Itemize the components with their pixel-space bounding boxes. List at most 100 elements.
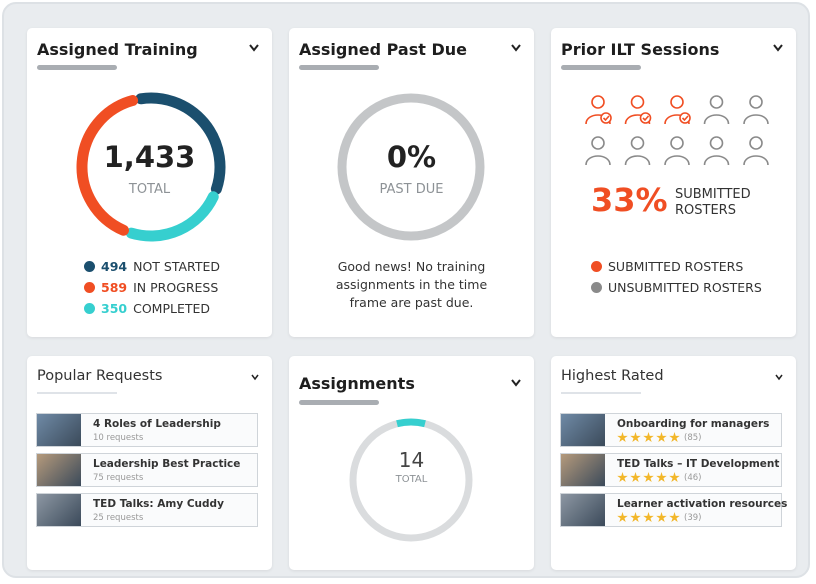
legend-label: SUBMITTED ROSTERS [608, 259, 744, 274]
item-meta: 75 requests [93, 473, 144, 483]
chevron[interactable] [510, 378, 522, 388]
star [656, 432, 667, 443]
submitted-label: SUBMITTED ROSTERS [675, 187, 751, 218]
donut-chart [76, 92, 226, 242]
title-underline [299, 400, 379, 405]
legend-dot [591, 261, 602, 272]
item-title: Onboarding for managers [617, 418, 770, 430]
star [656, 472, 667, 483]
assignments-total: 14 [398, 448, 425, 472]
check-badge [600, 112, 612, 124]
list-item[interactable]: Learner activation resources (39) [560, 493, 787, 527]
legend-label: COMPLETED [133, 301, 211, 316]
legend-value: 494 [101, 259, 128, 274]
legend-value: 350 [101, 301, 128, 316]
legend-label: IN PROGRESS [133, 280, 219, 295]
star [630, 432, 641, 443]
card-title: Assigned Training [37, 40, 198, 59]
star [617, 432, 628, 443]
person-body [743, 114, 769, 125]
donut-segment [135, 92, 226, 195]
chevron[interactable] [248, 43, 260, 53]
person-icon [624, 136, 651, 166]
item-title: Leadership Best Practice [93, 458, 241, 470]
card-title: Popular Requests [37, 368, 163, 384]
card-title: Prior ILT Sessions [561, 40, 720, 59]
legend-label: UNSUBMITTED ROSTERS [608, 280, 762, 295]
check-mark [602, 115, 610, 122]
thumbnail [561, 454, 605, 486]
person-head [749, 95, 763, 109]
star [669, 512, 680, 523]
star [669, 472, 680, 483]
person-icon [585, 95, 612, 125]
check-mark [681, 115, 689, 122]
star [656, 512, 667, 523]
chevron[interactable] [510, 43, 522, 53]
popular-requests-card: Popular Requests 4 Roles of Leadership 10… [27, 356, 272, 570]
person-head [749, 136, 763, 150]
chevron[interactable] [774, 373, 784, 381]
item-meta: 10 requests [93, 433, 144, 443]
total-value: 1,433 [103, 140, 196, 174]
person-icon [585, 136, 611, 166]
item-sub: (85) [617, 432, 701, 443]
person-head [709, 136, 724, 150]
card-title: Assigned Past Due [299, 40, 467, 59]
donut-segment [76, 95, 139, 236]
assignments-card: Assignments 14 TOTAL [289, 356, 534, 570]
past-due-label: PAST DUE [379, 182, 444, 197]
person-head [591, 136, 605, 150]
person-icon [703, 136, 730, 166]
thumbnail [37, 494, 81, 526]
chevron[interactable] [250, 373, 260, 381]
star [669, 432, 680, 443]
item-meta: (39) [684, 512, 702, 523]
people-icons [585, 95, 769, 166]
title-underline [37, 65, 117, 70]
legend-dot [84, 303, 95, 314]
list-item[interactable]: Leadership Best Practice 75 requests [36, 453, 258, 487]
prior-ilt-card: Prior ILT Sessions 33% SUBMITTED ROSTERS… [551, 28, 796, 337]
check-mark [642, 115, 650, 122]
ring [349, 418, 473, 542]
legend-dot [84, 282, 95, 293]
legend-item: 589 IN PROGRESS [84, 280, 218, 295]
star [630, 472, 641, 483]
thumbnail [561, 494, 605, 526]
list-item[interactable]: Onboarding for managers (85) [560, 413, 782, 447]
assignments-total-label: TOTAL [395, 474, 428, 485]
thumbnail [561, 414, 605, 446]
assigned-past-due-card: Assigned Past Due 0% PAST DUE Good news!… [289, 28, 534, 337]
person-icon [624, 95, 652, 125]
card-title: Assignments [299, 374, 415, 393]
person-icon [664, 136, 690, 166]
past-due-value: 0% [386, 140, 437, 174]
person-icon [743, 136, 769, 166]
thumbnail [37, 454, 81, 486]
item-sub: 75 requests [93, 473, 143, 483]
check-badge [639, 112, 652, 124]
item-title: 4 Roles of Leadership [93, 418, 221, 430]
person-icon [703, 95, 730, 125]
item-meta: 25 requests [93, 513, 144, 523]
thumbnail [37, 414, 81, 446]
list-item[interactable]: TED Talks: Amy Cuddy 25 requests [36, 493, 258, 527]
person-body [743, 155, 769, 166]
legend-value: 589 [101, 280, 128, 295]
title-underline [299, 65, 379, 70]
person-head [591, 95, 605, 109]
donut-segment [125, 191, 219, 242]
list-item[interactable]: 4 Roles of Leadership 10 requests [36, 413, 258, 447]
person-icon [664, 95, 691, 125]
star [643, 432, 654, 443]
person-head [670, 95, 684, 109]
list-item[interactable]: TED Talks – IT Development (46) [560, 453, 782, 487]
chevron[interactable] [772, 43, 784, 53]
assigned-training-card: Assigned Training 1,433 TOTAL 494 NOT STA… [27, 28, 272, 337]
item-title: TED Talks – IT Development [617, 458, 780, 470]
star [617, 512, 628, 523]
ring [337, 93, 485, 241]
person-body [624, 155, 651, 166]
item-sub: (46) [617, 472, 701, 483]
